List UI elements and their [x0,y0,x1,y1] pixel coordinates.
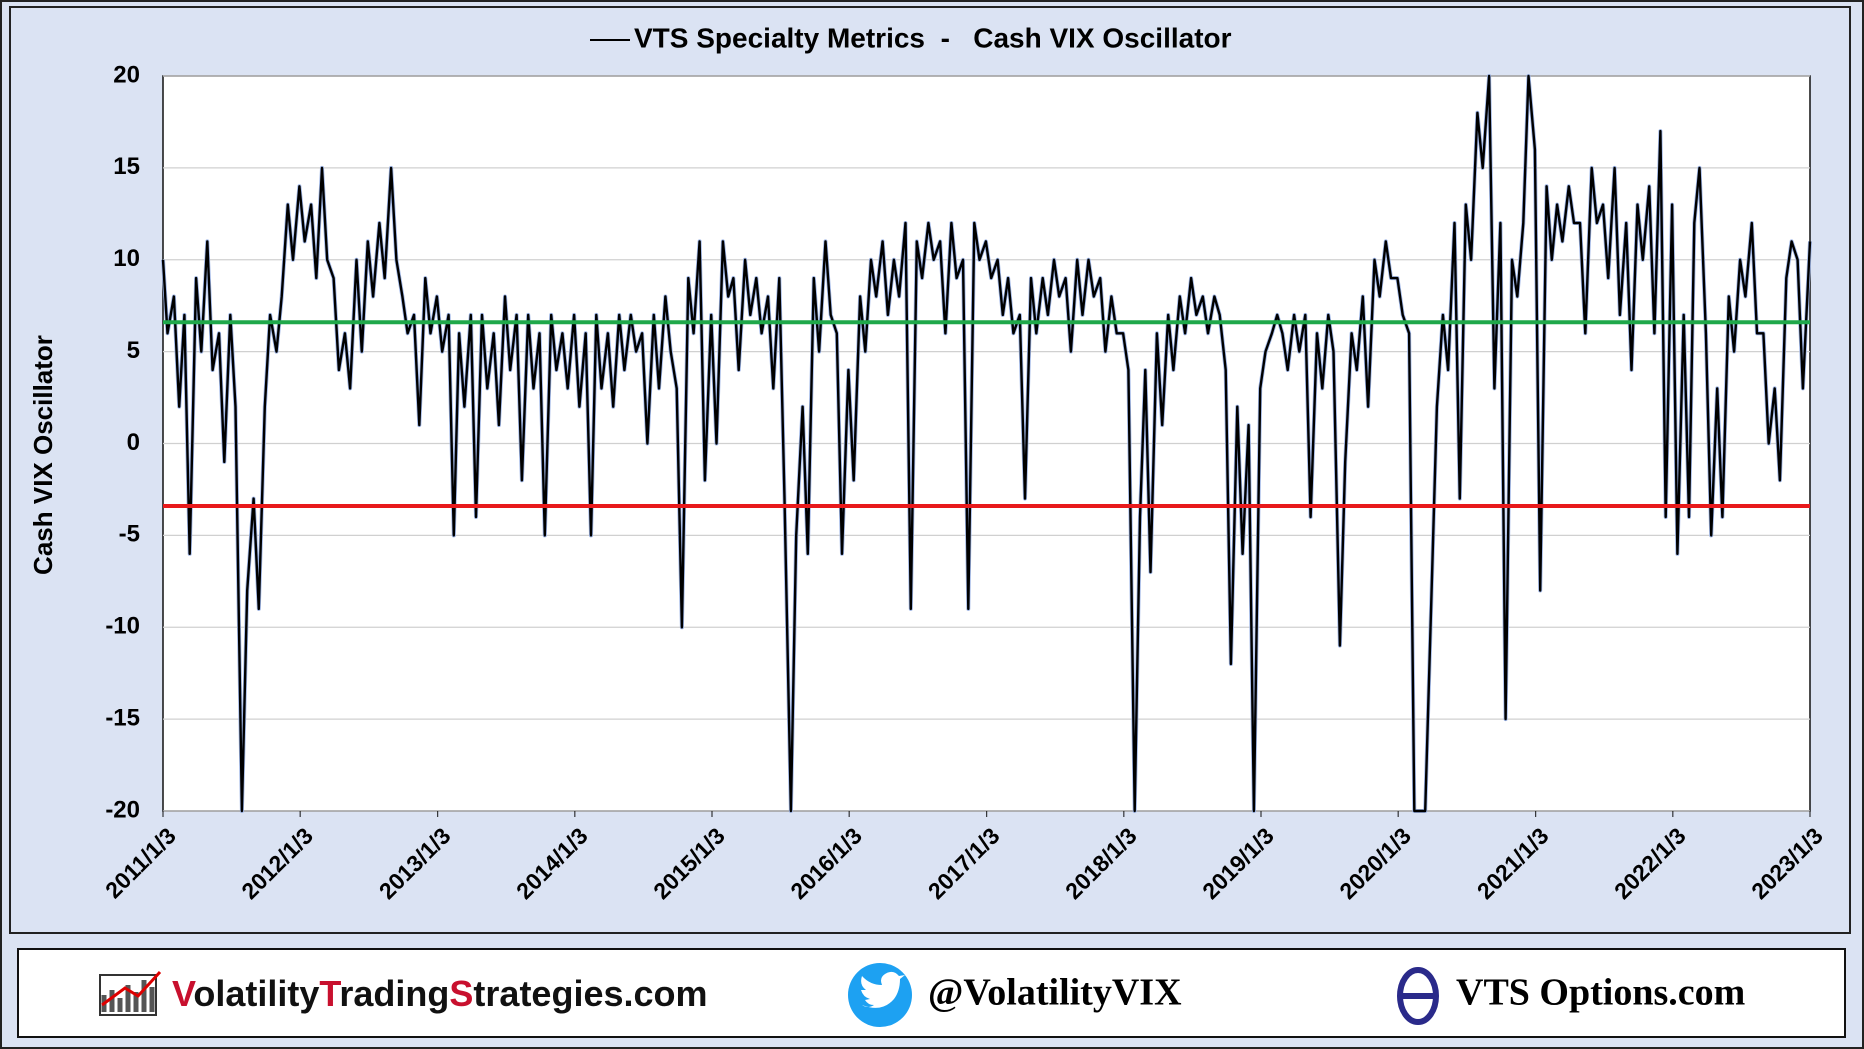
series-line [161,74,1812,813]
site-part: trategies.com [473,973,707,1014]
site-part: T [319,973,341,1014]
y-tick-label: -20 [105,796,140,823]
y-tick-label: 0 [127,429,140,456]
site-part: V [172,973,196,1014]
y-axis-label: Cash VIX Oscillator [28,335,58,575]
options-site: VTS Options.com [1456,972,1745,1014]
site-part: rading [339,973,449,1014]
y-tick-label: 15 [113,153,140,180]
y-tick-label: -10 [105,613,140,640]
theta-icon [1397,967,1439,1025]
site-part: S [449,973,473,1014]
y-tick-label: 5 [127,337,140,364]
twitter-handle: @VolatilityVIX [928,972,1182,1014]
y-tick-label: 10 [113,245,140,272]
footer-box [17,948,1846,1038]
site-icon [99,970,162,1016]
twitter-bird [861,971,905,1008]
site-name: VolatilityTradingStrategies.com [172,973,708,1014]
y-tick-label: -15 [105,704,140,731]
y-tick-label: -5 [119,521,140,548]
legend-label: VTS Specialty Metrics - Cash VIX Oscilla… [634,22,1232,53]
chart-frame [9,6,1851,934]
y-tick-label: 20 [113,61,140,88]
site-part: olatility [193,973,319,1014]
